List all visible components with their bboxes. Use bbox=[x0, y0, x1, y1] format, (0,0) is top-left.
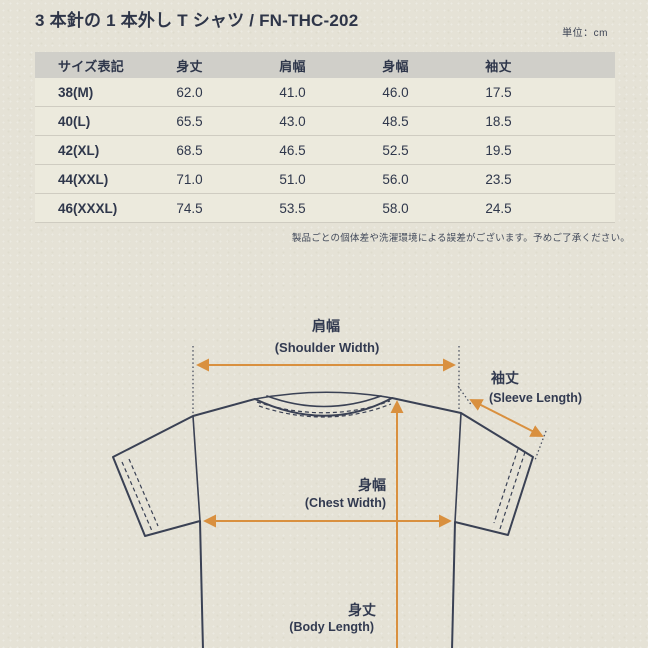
body-length-label-ja: 身丈 bbox=[348, 602, 376, 618]
table-row-44xxl: 44(XXL) 71.0 51.0 56.0 23.5 bbox=[35, 164, 615, 194]
body-length-cell: 68.5 bbox=[138, 135, 241, 165]
collar-top-edge bbox=[254, 391, 393, 400]
page-title: 3 本針の 1 本外し T シャツ / FN-THC-202 bbox=[35, 11, 359, 30]
unit-label: 単位：cm bbox=[562, 28, 608, 39]
body-length-cell: 74.5 bbox=[138, 193, 241, 223]
column-header-size: サイズ表記 bbox=[58, 58, 125, 74]
left-armhole-seam bbox=[192, 415, 201, 522]
sleeve-length-cell: 23.5 bbox=[447, 164, 550, 194]
body-length-cell: 71.0 bbox=[138, 164, 241, 194]
left-cuff-stitch bbox=[121, 461, 153, 532]
column-header-sleeve-length: 袖丈 bbox=[485, 58, 512, 74]
body-length-cell: 65.5 bbox=[138, 106, 241, 136]
disclaimer-note: 製品ごとの個体差や洗濯環境による誤差がございます。予めご了承ください。 bbox=[291, 233, 630, 244]
size-cell: 46(XXXL) bbox=[35, 193, 138, 223]
spacer-cell bbox=[550, 193, 615, 223]
chest-width-cell: 48.5 bbox=[344, 106, 447, 136]
spacer-cell bbox=[550, 78, 615, 107]
sleeve-length-label-en: (Sleeve Length) bbox=[489, 391, 583, 405]
chest-width-cell: 46.0 bbox=[344, 78, 447, 107]
shoulder-width-label-en: (Shoulder Width) bbox=[274, 340, 380, 355]
sleeve-length-cell: 17.5 bbox=[447, 78, 550, 107]
collar-stitch-line bbox=[256, 400, 391, 414]
size-cell: 38(M) bbox=[35, 78, 138, 107]
collar-stitch-line bbox=[258, 403, 392, 418]
table-header-row: サイズ表記 身丈 肩幅 身幅 袖丈 bbox=[35, 52, 615, 78]
shoulder-width-cell: 51.0 bbox=[241, 164, 344, 194]
sleeve-length-cell: 19.5 bbox=[447, 135, 550, 165]
sleeve-start-guide-line bbox=[457, 385, 473, 407]
sleeve-length-arrow bbox=[469, 399, 544, 437]
table-row-42xl: 42(XL) 68.5 46.5 52.5 19.5 bbox=[35, 135, 615, 165]
size-cell: 40(L) bbox=[35, 106, 138, 136]
spacer-cell bbox=[550, 164, 615, 194]
shoulder-width-cell: 43.0 bbox=[241, 106, 344, 136]
size-cell: 42(XL) bbox=[35, 135, 138, 165]
right-cuff-stitch bbox=[493, 448, 519, 524]
chest-width-cell: 56.0 bbox=[344, 164, 447, 194]
chest-width-cell: 58.0 bbox=[344, 193, 447, 223]
sleeve-length-label-ja: 袖丈 bbox=[491, 370, 519, 386]
column-header-body-length: 身丈 bbox=[176, 58, 203, 74]
body-length-cell: 62.0 bbox=[138, 78, 241, 107]
column-header-spacer bbox=[550, 52, 615, 78]
tshirt-outline bbox=[112, 397, 534, 648]
shoulder-width-label-ja: 肩幅 bbox=[312, 318, 340, 334]
shoulder-width-cell: 46.5 bbox=[241, 135, 344, 165]
column-header-chest-width: 身幅 bbox=[382, 58, 409, 74]
table-row-40l: 40(L) 65.5 43.0 48.5 18.5 bbox=[35, 106, 615, 136]
table-row-46xxxl: 46(XXXL) 74.5 53.5 58.0 24.5 bbox=[35, 193, 615, 223]
sleeve-end-guide-line bbox=[534, 430, 547, 461]
size-cell: 44(XXL) bbox=[35, 164, 138, 194]
tshirt-measurement-diagram: 肩幅 (Shoulder Width) 袖丈 (Sleeve Length) 身… bbox=[0, 300, 648, 648]
spacer-cell bbox=[550, 135, 615, 165]
spacer-cell bbox=[550, 106, 615, 136]
tshirt-diagram-svg bbox=[112, 346, 547, 648]
left-cuff-stitch bbox=[128, 458, 159, 527]
chest-width-cell: 52.5 bbox=[344, 135, 447, 165]
table-row-38m: 38(M) 62.0 41.0 46.0 17.5 bbox=[35, 78, 615, 107]
sleeve-length-cell: 24.5 bbox=[447, 193, 550, 223]
chest-width-label-en: (Chest Width) bbox=[304, 496, 386, 510]
sleeve-length-cell: 18.5 bbox=[447, 106, 550, 136]
size-table: サイズ表記 身丈 肩幅 身幅 袖丈 38(M) 62.0 41.0 46.0 1… bbox=[35, 52, 615, 223]
body-length-label-en: (Body Length) bbox=[289, 620, 374, 634]
collar-inner-edge bbox=[266, 395, 382, 408]
shoulder-width-cell: 41.0 bbox=[241, 78, 344, 107]
right-armhole-seam bbox=[454, 412, 462, 523]
shoulder-width-cell: 53.5 bbox=[241, 193, 344, 223]
chest-width-label-ja: 身幅 bbox=[358, 477, 386, 493]
column-header-shoulder-width: 肩幅 bbox=[279, 58, 306, 74]
